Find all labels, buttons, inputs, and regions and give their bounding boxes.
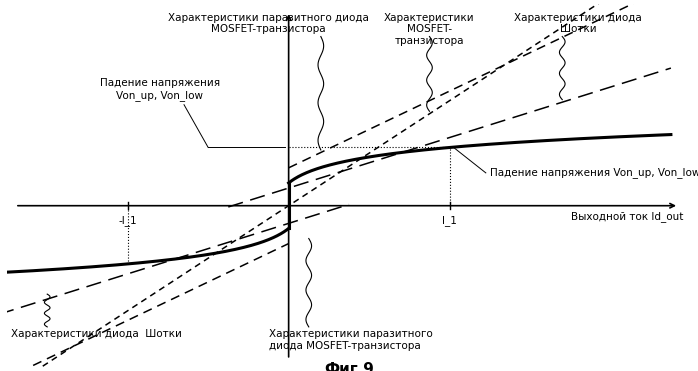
Text: -I_1: -I_1 [119,215,137,226]
Text: Выходной ток Id_out: Выходной ток Id_out [570,211,683,221]
Text: Характеристики диода  Шотки: Характеристики диода Шотки [11,329,182,339]
Text: Характеристики паразитного диода
MOSFET-транзистора: Характеристики паразитного диода MOSFET-… [168,13,369,35]
Text: Фиг.9: Фиг.9 [324,362,374,371]
Text: I_1: I_1 [442,215,457,226]
Text: Характеристики
MOSFET-
транзистора: Характеристики MOSFET- транзистора [384,13,475,46]
Text: Падение напряжения
Von_up, Von_low: Падение напряжения Von_up, Von_low [100,78,220,101]
Text: Падение напряжения Von_up, Von_low: Падение напряжения Von_up, Von_low [490,167,698,178]
Text: Характеристики паразитного
диода MOSFET-транзистора: Характеристики паразитного диода MOSFET-… [269,329,432,351]
Text: Характеристики диода
Шотки: Характеристики диода Шотки [514,13,642,35]
